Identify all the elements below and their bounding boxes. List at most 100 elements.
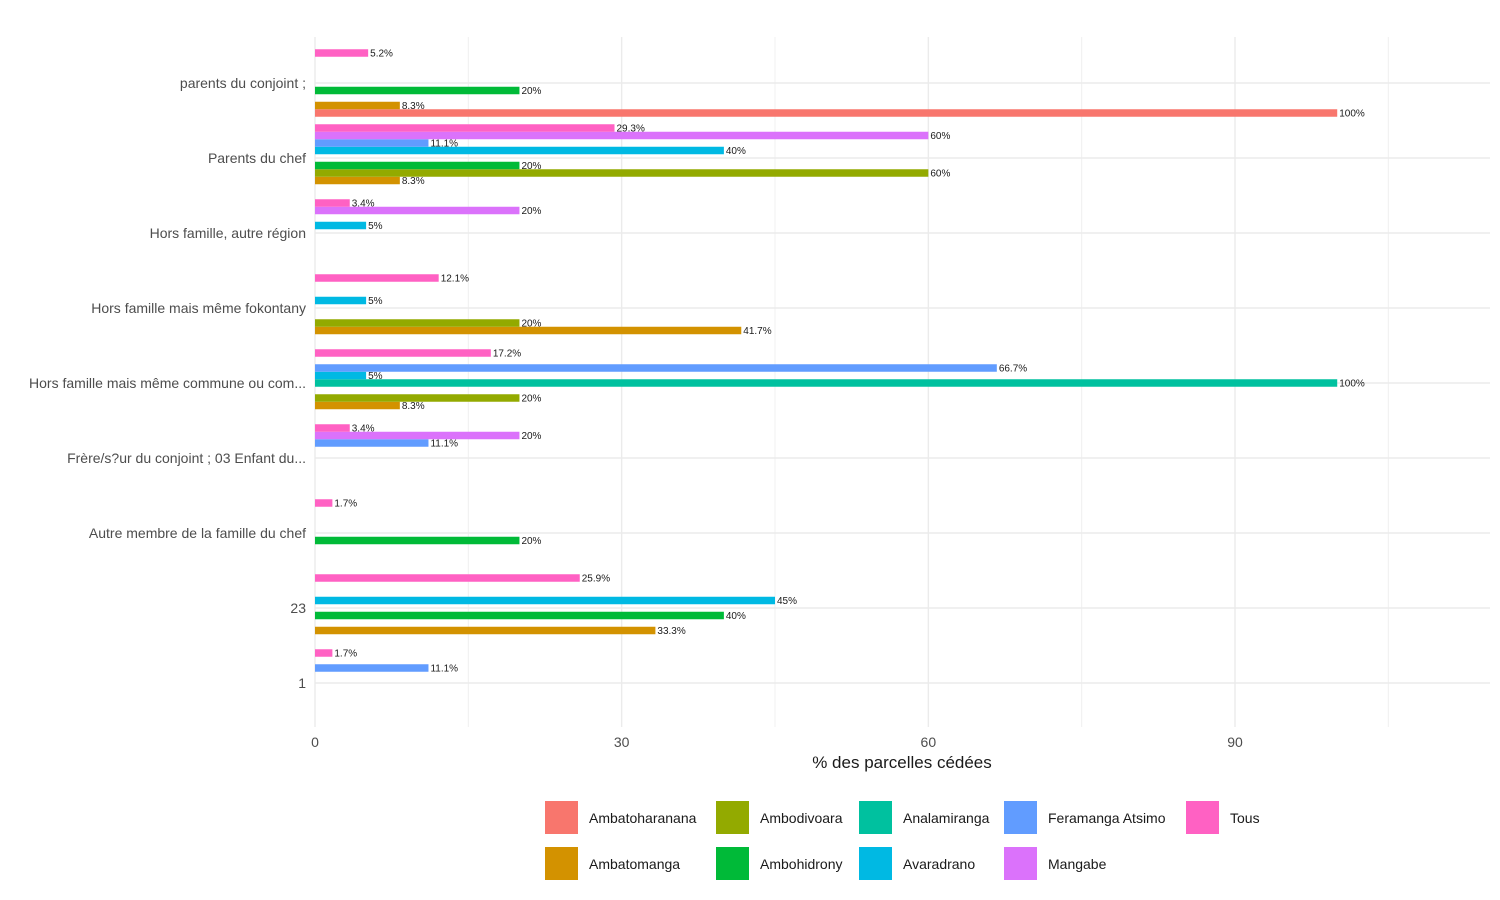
bar-avaradrano <box>315 371 367 380</box>
data-label: 8.3% <box>402 101 425 112</box>
bar-feramanga-atsimo <box>315 364 997 372</box>
data-label: 100% <box>1339 109 1365 120</box>
bar-ambatomanga <box>315 176 400 185</box>
bar-ambodivoara <box>315 394 520 402</box>
data-label: 17.2% <box>493 349 521 360</box>
bar-ambohidrony <box>315 161 520 170</box>
legend-item: Ambodivoara <box>716 801 843 834</box>
legend-label: Tous <box>1230 810 1260 826</box>
legend-item: Ambatoharanana <box>545 801 697 834</box>
data-label: 11.1% <box>430 139 458 150</box>
bar-avaradrano <box>315 146 724 155</box>
data-label: 20% <box>521 161 541 172</box>
data-label: 1.7% <box>334 649 357 660</box>
data-label: 25.9% <box>582 574 610 585</box>
y-tick-label: 23 <box>290 600 306 616</box>
y-tick-label: Hors famille, autre région <box>150 225 306 241</box>
data-label: 8.3% <box>402 176 425 187</box>
data-label: 5.2% <box>370 49 393 60</box>
y-tick-label: Frère/s?ur du conjoint ; 03 Enfant du... <box>67 450 306 466</box>
data-label: 60% <box>930 131 950 142</box>
legend-label: Avaradrano <box>903 856 975 872</box>
data-label: 20% <box>521 86 541 97</box>
x-axis-tick-labels: 0 30 60 90 <box>311 734 1243 750</box>
x-tick-label: 90 <box>1227 734 1243 750</box>
data-label: 40% <box>726 146 746 157</box>
data-labels: 100% 8.3% 8.3% 41.7% 8.3% 33.3% 60% 20% 20% 20% 20… <box>334 49 1365 675</box>
y-tick-label: Hors famille mais même commune ou com... <box>29 375 306 391</box>
bar-ambohidrony <box>315 536 520 545</box>
data-label: 20% <box>521 319 541 330</box>
bar-tous <box>315 49 369 57</box>
legend-label: Analamiranga <box>903 810 990 826</box>
x-tick-label: 30 <box>614 734 630 750</box>
y-tick-label: Autre membre de la famille du chef <box>89 525 306 541</box>
data-label: 3.4% <box>352 424 375 435</box>
bar-ambatomanga <box>315 401 400 410</box>
bar-tous <box>315 649 333 657</box>
bar-feramanga-atsimo <box>315 664 429 672</box>
data-label: 20% <box>521 431 541 442</box>
bar-analamiranga <box>315 379 1338 387</box>
legend-item: Analamiranga <box>859 801 990 834</box>
bars <box>315 49 1338 672</box>
data-label: 33.3% <box>657 626 685 637</box>
data-label: 60% <box>930 169 950 180</box>
x-tick-label: 60 <box>921 734 937 750</box>
y-tick-label: Parents du chef <box>208 150 306 166</box>
legend-item: Mangabe <box>1004 847 1107 880</box>
legend-key <box>859 847 892 880</box>
data-label: 100% <box>1339 379 1365 390</box>
y-tick-label: 1 <box>298 675 306 691</box>
legend-label: Ambatoharanana <box>589 810 697 826</box>
bar-tous <box>315 424 350 432</box>
data-label: 66.7% <box>999 364 1027 375</box>
legend-key <box>545 847 578 880</box>
bar-tous <box>315 499 333 507</box>
bar-avaradrano <box>315 296 367 305</box>
data-label: 29.3% <box>617 124 645 135</box>
data-label: 40% <box>726 611 746 622</box>
legend-label: Feramanga Atsimo <box>1048 810 1166 826</box>
bar-tous <box>315 349 491 357</box>
bar-ambatoharanana <box>315 109 1338 117</box>
legend-item: Tous <box>1186 801 1260 834</box>
legend-item: Feramanga Atsimo <box>1004 801 1166 834</box>
bar-feramanga-atsimo <box>315 139 429 147</box>
data-label: 8.3% <box>402 401 425 412</box>
legend-item: Avaradrano <box>859 847 975 880</box>
bar-ambodivoara <box>315 319 520 327</box>
legend-label: Ambohidrony <box>760 856 843 872</box>
bar-mangabe <box>315 431 520 440</box>
data-label: 20% <box>521 206 541 217</box>
data-label: 1.7% <box>334 499 357 510</box>
legend-key <box>1004 847 1037 880</box>
data-label: 11.1% <box>430 439 458 450</box>
data-label: 12.1% <box>441 274 469 285</box>
bar-ambodivoara <box>315 169 929 177</box>
data-label: 20% <box>521 394 541 405</box>
data-label: 5% <box>368 296 383 307</box>
legend-item: Ambohidrony <box>716 847 843 880</box>
x-tick-label: 0 <box>311 734 319 750</box>
bar-ambatomanga <box>315 626 656 635</box>
bar-mangabe <box>315 206 520 215</box>
data-label: 20% <box>521 536 541 547</box>
data-label: 5% <box>368 371 383 382</box>
legend-label: Mangabe <box>1048 856 1107 872</box>
data-label: 3.4% <box>352 199 375 210</box>
y-axis-tick-labels: parents du conjoint ; Parents du chef Hors… <box>29 75 306 691</box>
legend-item: Ambatomanga <box>545 847 680 880</box>
bar-tous <box>315 199 350 207</box>
bar-avaradrano <box>315 596 775 605</box>
data-label: 11.1% <box>430 664 458 675</box>
y-tick-label: parents du conjoint ; <box>180 75 306 91</box>
bar-ambohidrony <box>315 611 724 620</box>
legend-label: Ambodivoara <box>760 810 843 826</box>
data-label: 41.7% <box>743 326 771 337</box>
legend-key <box>859 801 892 834</box>
legend-key <box>716 847 749 880</box>
legend-label: Ambatomanga <box>589 856 680 872</box>
bar-tous <box>315 274 439 282</box>
